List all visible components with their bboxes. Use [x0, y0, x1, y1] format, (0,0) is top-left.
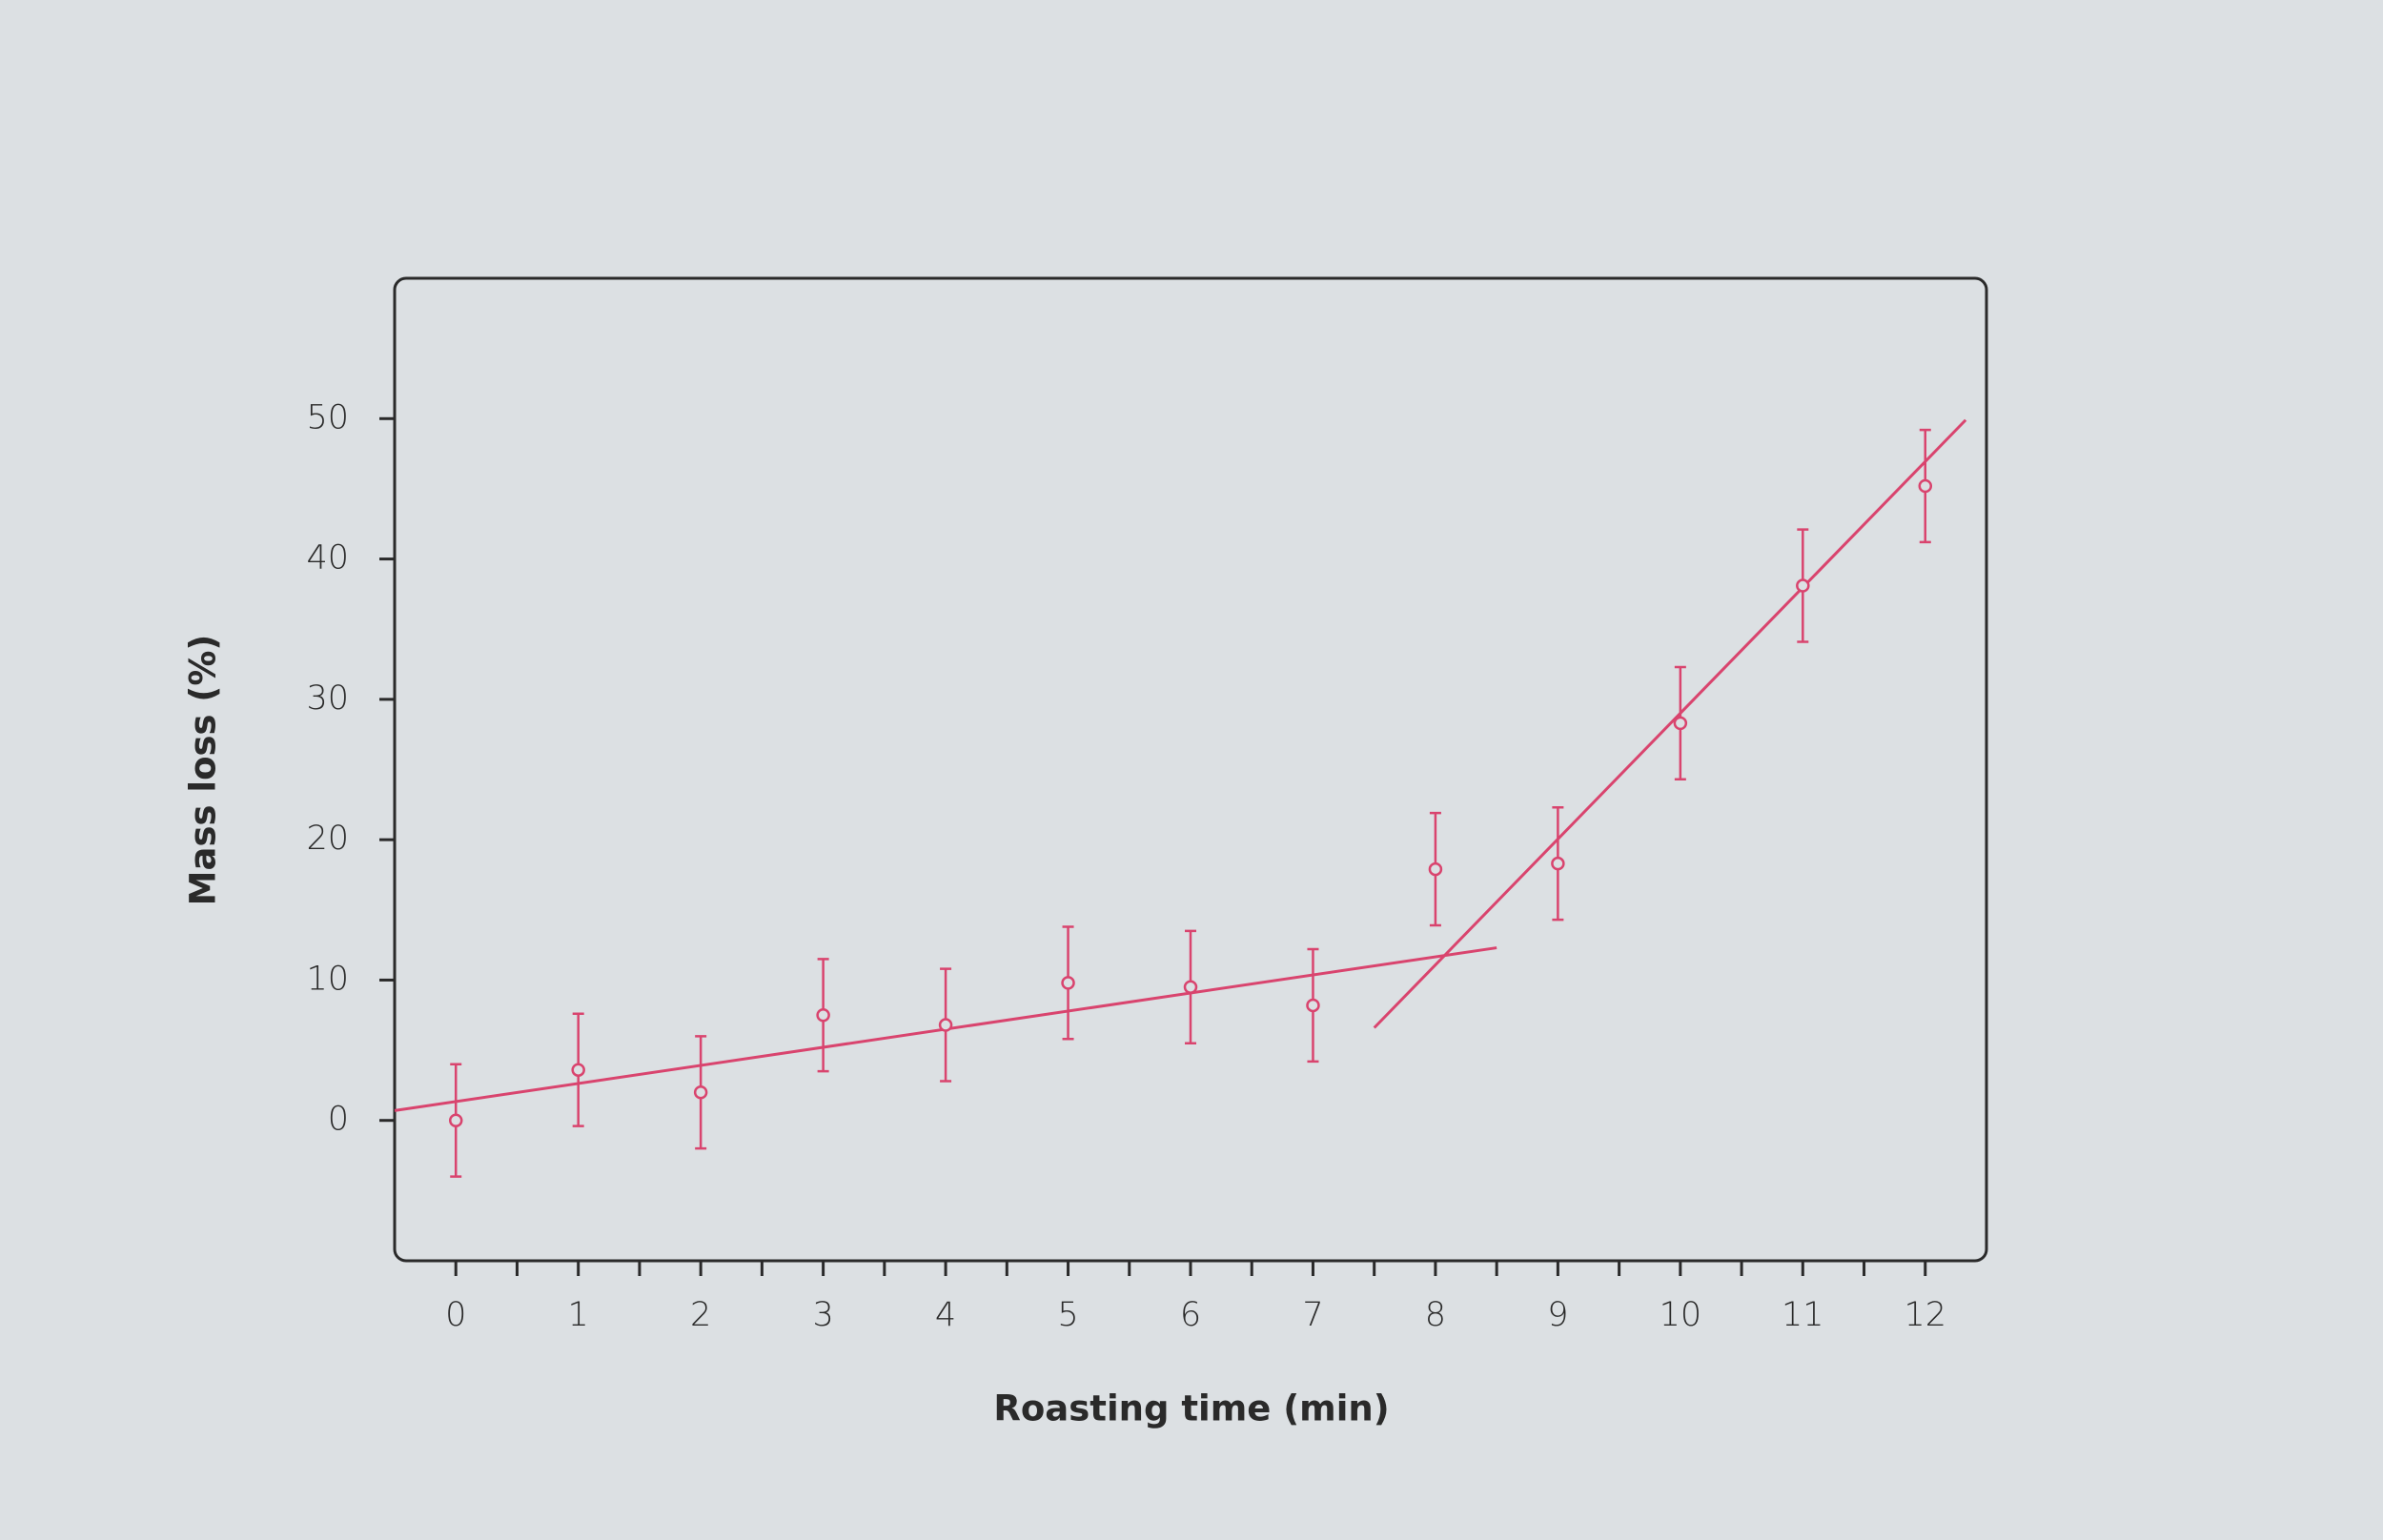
x-tick-label: 7: [1302, 1296, 1323, 1334]
y-tick-label: 40: [306, 539, 349, 578]
x-tick-label: 4: [935, 1296, 956, 1334]
fit-line: [1373, 418, 1967, 1029]
x-tick-label: 5: [1057, 1296, 1078, 1334]
data-point: [693, 1085, 708, 1100]
y-tick-label: 30: [306, 679, 349, 718]
data-point: [816, 1008, 830, 1023]
y-axis-label: Mass loss (%): [183, 635, 224, 906]
data-point: [448, 1113, 463, 1127]
x-tick-label: 2: [690, 1296, 711, 1334]
data-point: [571, 1063, 585, 1077]
data-point: [1551, 856, 1565, 871]
data-point: [1183, 980, 1198, 995]
plot-frame: [393, 276, 1988, 1263]
x-tick-label: 10: [1660, 1296, 1702, 1334]
y-tick-label: 0: [328, 1101, 349, 1139]
data-point: [1918, 478, 1933, 494]
data-point: [1061, 976, 1075, 990]
x-tick-label: 11: [1782, 1296, 1824, 1334]
y-tick-label: 50: [306, 398, 349, 436]
x-axis-label: Roasting time (min): [993, 1388, 1389, 1429]
data-point: [938, 1018, 953, 1032]
x-tick-label: 3: [812, 1296, 833, 1334]
x-tick-label: 6: [1180, 1296, 1201, 1334]
x-tick-label: 1: [568, 1296, 589, 1334]
y-tick-label: 20: [306, 820, 349, 858]
data-point: [1673, 716, 1688, 731]
x-tick-label: 0: [445, 1296, 466, 1334]
data-point: [1428, 861, 1443, 877]
x-tick-label: 9: [1547, 1296, 1568, 1334]
y-tick-label: 10: [306, 960, 349, 998]
data-point: [1796, 578, 1810, 593]
x-tick-label: 12: [1904, 1296, 1946, 1334]
data-point: [1306, 998, 1320, 1013]
x-tick-label: 8: [1425, 1296, 1446, 1334]
